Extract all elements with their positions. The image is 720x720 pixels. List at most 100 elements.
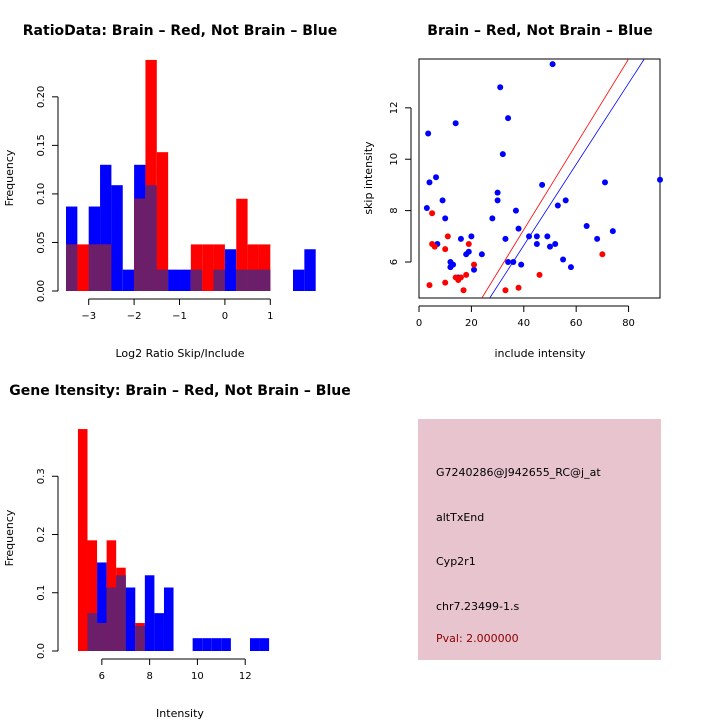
scatter-point-not-brain [505,259,512,266]
scatter-xlabel: include intensity [494,347,586,360]
scatter-point-not-brain [439,197,446,204]
ratio-bar-not-brain [111,185,123,291]
ratio-bar-brain [202,244,214,291]
scatter-point-not-brain [433,174,440,181]
ratio-bar-brain [258,244,271,291]
ratio-y-tick-label: 0.00 [36,280,47,302]
scatter-point-not-brain [562,197,569,204]
intensity-bar-not-brain [249,638,260,651]
scatter-point-brain [465,241,472,248]
gene-intensity-histogram: Gene Itensity: Brain – Red, Not Brain – … [3,383,351,720]
ratio-bar-overlap [190,269,203,291]
ratio-bar-brain [247,244,259,291]
scatter-plot-frame [418,58,661,299]
intensity-title: Gene Itensity: Brain – Red, Not Brain – … [9,383,351,399]
ratio-bar-not-brain [122,269,135,291]
scatter-point-not-brain [560,256,567,263]
intensity-y-tick-label: 0.2 [36,527,47,543]
intensity-bar-not-brain [221,638,231,651]
ratio-ylabel: Frequency [3,149,16,206]
pval-text: Pval: 2.000000 [436,632,519,645]
scatter-point-brain [426,282,433,289]
intensity-bar-not-brain [192,638,203,651]
ratio-bar-brain [145,59,157,291]
intensity-xlabel: Intensity [156,707,204,720]
gene-name-text: Cyp2r1 [436,555,476,568]
probe-id-text: G7240286@J942655_RC@j_at [436,466,601,479]
scatter-point-not-brain [494,189,501,196]
ratio-bar-brain [190,244,203,291]
ratio-x-tick-label: −2 [127,311,142,322]
ratio-bar-overlap [66,244,78,291]
scatter-point-not-brain [515,225,522,232]
ratio-bar-not-brain [293,269,305,291]
ratio-y-tick-label: 0.10 [36,183,47,205]
intensity-bar-not-brain [202,638,212,651]
scatter-title: Brain – Red, Not Brain – Blue [427,23,652,39]
scatter-fit-line-brain [481,59,629,298]
scatter-point-not-brain [471,266,478,273]
scatter-point-not-brain [426,179,433,186]
scatter-point-brain [442,246,449,253]
scatter-point-brain [457,274,464,281]
event-type-text: altTxEnd [436,511,484,524]
ratio-bar-overlap [88,244,101,291]
ratio-bar-overlap [247,269,259,291]
ratio-bar-not-brain [168,269,180,291]
ratio-bar-brain [77,244,89,291]
scatter-point-not-brain [567,264,574,271]
ratio-x-tick-label: 0 [222,311,228,322]
ratio-bar-overlap [236,269,248,291]
scatter-point-not-brain [544,233,551,240]
scatter-y-tick-label: 6 [389,259,400,265]
scatter-x-tick-label: 80 [622,318,635,329]
info-panel-background [418,419,661,660]
intensity-bar-not-brain [125,587,136,651]
intensity-bar-overlap [116,575,126,651]
scatter-point-not-brain [502,235,509,242]
scatter-y-tick-label: 10 [389,153,400,166]
info-panel: G7240286@J942655_RC@j_at altTxEnd Cyp2r1… [418,419,661,660]
scatter-point-not-brain [423,205,430,212]
scatter-point-not-brain [505,115,512,122]
intensity-bar-not-brain [163,587,174,651]
intensity-bar-not-brain [97,562,107,651]
ratio-bar-not-brain [224,249,237,291]
scatter-point-brain [463,271,470,278]
intensity-bar-overlap [97,623,107,651]
scatter-point-brain [536,271,543,278]
ratio-x-tick-label: 1 [267,311,273,322]
ratio-xlabel: Log2 Ratio Skip/Include [115,347,244,360]
ratio-bar-brain [213,244,225,291]
scatter-point-brain [431,243,438,250]
scatter-point-brain [515,284,522,291]
intensity-bar-overlap [106,587,117,651]
ratio-bar-not-brain [304,249,316,291]
intensity-bar-overlap [135,625,145,651]
scatter-point-brain [471,261,478,268]
scatter-point-not-brain [512,207,519,214]
intensity-bar-brain [77,429,88,651]
scatter-point-not-brain [609,228,616,235]
intensity-y-tick-label: 0.3 [36,468,47,484]
ratio-y-tick-label: 0.05 [36,231,47,253]
intensity-bar-not-brain [154,613,164,651]
intensity-x-tick-label: 10 [191,671,204,682]
scatter-point-not-brain [518,261,525,268]
scatter-point-not-brain [533,233,540,240]
location-text: chr7.23499-1.s [436,600,519,613]
ratio-y-tick-label: 0.20 [36,86,47,108]
scatter-fit-line-not-brain [489,59,645,298]
scatter-x-tick-label: 40 [517,318,530,329]
scatter-y-tick-label: 12 [389,101,400,114]
scatter-ylabel: skip intensity [362,141,375,215]
scatter-point-brain [429,210,436,217]
ratio-x-tick-label: −3 [81,311,96,322]
intensity-y-tick-label: 0.0 [36,643,47,659]
scatter-point-not-brain [497,84,504,91]
ratio-title: RatioData: Brain – Red, Not Brain – Blue [23,23,337,39]
ratio-bar-not-brain [100,164,112,291]
scatter-point-brain [442,279,449,286]
scatter-point-not-brain [478,251,485,258]
scatter-point-brain [444,233,451,240]
